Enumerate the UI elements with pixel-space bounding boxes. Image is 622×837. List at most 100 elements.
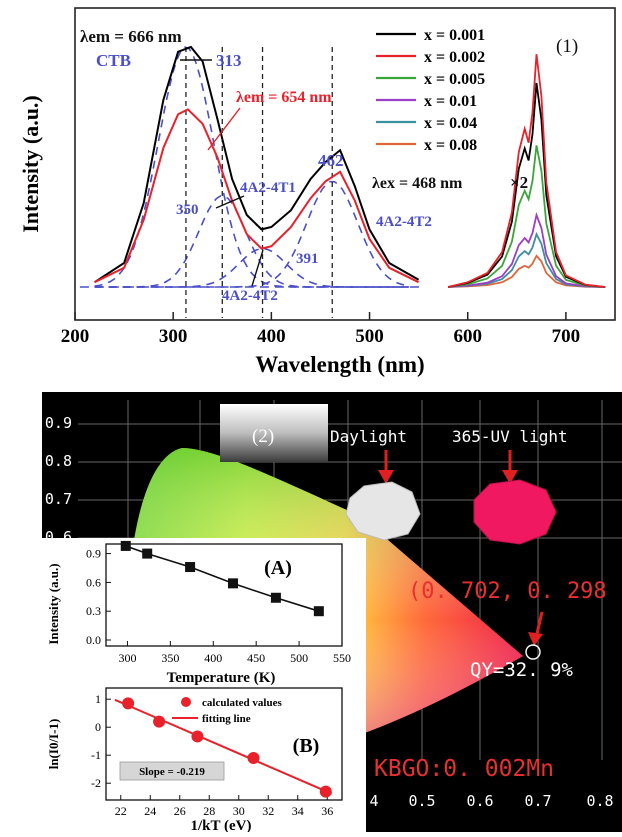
cie-x-ticks: 4 0.5 0.6 0.7 0.8 [369,792,613,810]
inset-b-title: (B) [293,735,320,757]
panel-label-1: (1) [556,36,578,57]
excitation-line [94,108,420,284]
inset-a-y-tick-label: 0.6 [86,575,101,589]
excitation-line [94,45,420,284]
inset-a-chart: 300 350 400 450 500 550 0.9 0.6 0.3 0.0 (A) Tempe… [36,538,366,686]
inset-b-series [114,697,333,798]
inset-a-title: (A) [264,557,292,579]
inset-a-background [36,538,366,686]
x-axis-ticks: 200 300 400 500 600 700 [61,312,580,347]
emission-line [447,82,606,288]
cie-x-tick-label: 0.7 [524,792,551,810]
peak-markers [185,47,333,318]
inset-b-point [319,785,332,798]
inset-b-point [122,697,135,710]
gaussian-component [94,46,409,288]
emission-line [447,54,606,288]
annotation-4a2-4t1: 4A2-4T1 [240,180,296,196]
annotation-4a2-4t2-low: 4A2-4T2 [222,288,278,304]
inset-a-point [313,606,324,617]
inset-b-legend: calculated values fitting line [172,697,282,725]
inset-b-y-label: ln(I0/I-1) [46,719,61,770]
y-axis-label: Intensity (a.u.) [18,95,43,233]
inset-b-y-tick-label: 0 [95,720,101,734]
inset-a-x-tick-label: 500 [290,651,308,665]
inset-b-ticks: 22 24 26 28 30 32 34 36 1 0 -1 -2 [91,692,333,818]
x-tick-label: 600 [453,326,482,347]
inset-b-x-tick-label: 30 [233,804,245,818]
arrow-point [528,611,544,646]
legend-label: x = 0.01 [424,93,477,110]
inset-a-x-tick-label: 300 [118,651,136,665]
legend-label: x = 0.08 [424,137,477,154]
inset-b-point [153,715,166,728]
legend-label: x = 0.001 [424,27,485,44]
emission-line [448,211,606,288]
cie-y-tick-label: 0.7 [45,490,72,508]
inset-a-point [270,592,281,603]
emission-line [448,254,606,288]
annotation-654-pointer [207,107,241,151]
inset-b-x-tick-label: 22 [115,804,127,818]
inset-a-y-tick-label: 0.3 [86,604,101,618]
inset-b-x-tick-label: 24 [144,804,156,818]
plot-frame [74,7,616,321]
annotation-ctb: CTB [96,51,131,70]
arrow-uv [502,450,518,484]
legend-label: x = 0.002 [424,49,485,66]
cie-panel: (2) Daylight 365-UV light (0. 702, 0. 29… [36,392,622,834]
inset-b-x-tick-label: 32 [262,804,274,818]
slope-box [119,761,225,781]
annotation-lambda-em-666: λem = 666 nm [80,27,182,46]
sample-uv-photo [473,479,557,545]
qy-label: QY=32. 9% [470,659,574,681]
inset-b-x-tick-label: 36 [321,804,333,818]
inset-a-series [120,540,324,617]
legend-label-calculated: calculated values [202,697,282,709]
emission-curves [447,54,606,288]
annotation-313: 313 [216,51,242,70]
inset-a-point [142,548,153,559]
excitation-emission-chart: 200 300 400 500 600 700 Intensity (a.u.) Wave… [18,7,616,377]
cie-x-tick-label: 0.6 [466,792,493,810]
inset-a-y-tick-label: 0.0 [86,633,101,647]
legend-marker-calculated [181,697,191,707]
legend-label-fitting: fitting line [202,713,251,725]
legend-label: x = 0.005 [424,71,485,88]
x-tick-label: 300 [159,326,188,347]
inset-b-frame [105,687,343,801]
inset-a-point [120,540,131,551]
cie-point [525,644,541,660]
panel-label-2-box [220,404,328,462]
gaussian-component [94,180,409,288]
arrow-daylight [378,450,394,484]
inset-a-point [185,562,196,573]
cie-y-tick-label: 0.8 [45,452,72,470]
inset-a-x-label: Temperature (K) [167,670,276,686]
compound-label: KBGO:0. 002Mn [374,756,554,782]
emission-line [448,231,606,288]
annotation-4a2-4t2: 4A2-4T2 [376,214,432,230]
annotation-462: 462 [318,151,344,170]
x-axis-label: Wavelength (nm) [255,352,424,377]
inset-a-frame [105,543,343,647]
uv-light-label: 365-UV light [452,427,568,446]
annotation-350-pointer [215,195,245,209]
cie-coordinate-label: (0. 702, 0. 298 [408,579,607,604]
inset-b-y-tick-label: -1 [91,748,101,762]
inset-b-x-tick-label: 26 [174,804,186,818]
x-tick-label: 400 [257,326,286,347]
emission-line [447,145,606,288]
inset-a-x-tick-label: 550 [333,651,351,665]
inset-a-point [228,578,239,589]
cie-y-tick-label: 0.9 [45,414,72,432]
cie-x-tick-label: 0.8 [586,792,613,810]
inset-b-chart: 22 24 26 28 30 32 34 36 1 0 -1 -2 calculated values… [36,686,366,834]
annotation-350: 350 [176,202,199,218]
x-tick-label: 500 [355,326,384,347]
x-tick-label: 700 [552,326,581,347]
inset-b-point [191,730,204,743]
inset-b-x-tick-label: 34 [292,804,304,818]
